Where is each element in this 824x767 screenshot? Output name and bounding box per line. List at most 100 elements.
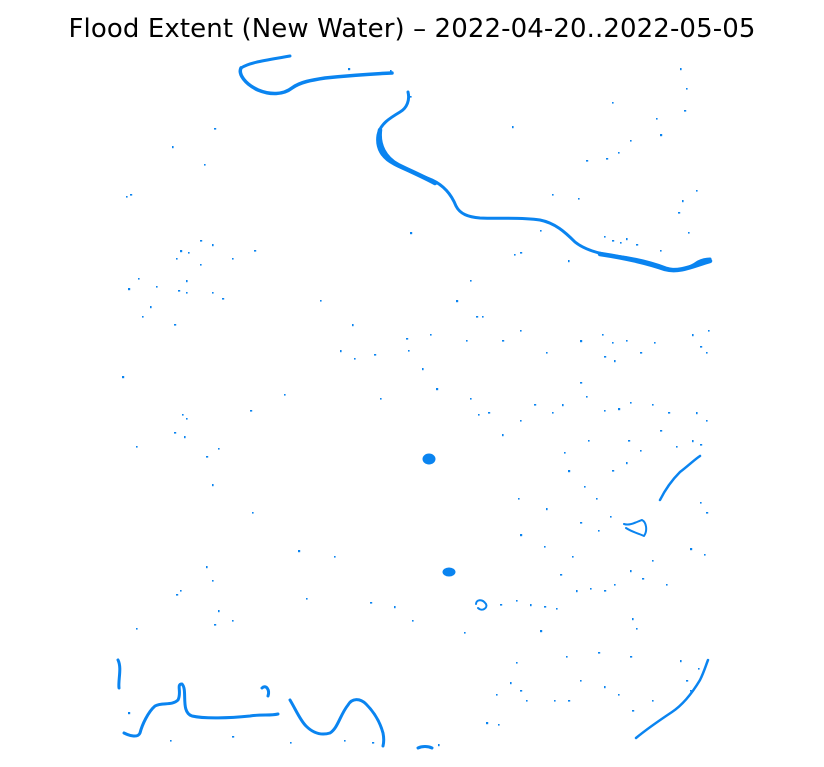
- water-pixel: [172, 146, 174, 149]
- water-pixel: [628, 440, 631, 442]
- water-pixel: [222, 298, 225, 300]
- water-pixel: [464, 632, 466, 634]
- water-pixel: [604, 686, 606, 689]
- water-pixel: [254, 250, 257, 252]
- water-pixel: [612, 240, 615, 242]
- water-pixel: [578, 198, 580, 200]
- water-pixel: [612, 102, 614, 104]
- water-pixel: [700, 444, 703, 446]
- water-pixel: [576, 590, 578, 593]
- water-pixel: [340, 350, 342, 353]
- water-pixel: [580, 340, 583, 343]
- water-pixel: [174, 432, 177, 434]
- water-pixel: [586, 396, 588, 398]
- water-pixel: [156, 286, 158, 288]
- water-pixel: [476, 316, 479, 318]
- water-pixel: [284, 394, 286, 396]
- water-body-east-cluster: [623, 519, 648, 537]
- water-pixel: [130, 194, 133, 196]
- water-pixel: [568, 260, 570, 263]
- water-pixel: [612, 470, 615, 472]
- water-pixel: [564, 452, 566, 454]
- water-pixel: [200, 264, 202, 266]
- water-pixel: [604, 590, 607, 592]
- water-pixel: [626, 462, 628, 465]
- water-pixel: [176, 258, 178, 260]
- water-pixel: [696, 190, 698, 192]
- water-pixel: [560, 574, 563, 576]
- water-pixel: [520, 330, 522, 332]
- water-pixel: [252, 512, 254, 514]
- water-pixel: [688, 232, 690, 234]
- water-pixel: [520, 252, 523, 254]
- water-pixel: [690, 548, 693, 551]
- water-pixel: [232, 736, 235, 738]
- water-pixel: [186, 292, 188, 294]
- water-pixel: [128, 288, 131, 291]
- water-pixel: [598, 652, 601, 654]
- water-pixel: [456, 300, 459, 303]
- water-pixel: [206, 456, 209, 458]
- water-pixel: [698, 668, 700, 670]
- water-pixel: [656, 118, 658, 120]
- water-pixel: [122, 376, 125, 379]
- water-pixel: [678, 212, 681, 214]
- water-pixel: [540, 630, 543, 633]
- water-pixel: [534, 404, 537, 406]
- water-pixel: [232, 620, 234, 622]
- water-pixel: [640, 450, 642, 452]
- water-pixel: [218, 610, 220, 613]
- water-pixel: [706, 420, 708, 422]
- water-pixel: [602, 334, 604, 336]
- water-pixel: [526, 700, 528, 702]
- water-pixel: [652, 560, 654, 562]
- water-pixel: [700, 502, 702, 504]
- water-pixel: [370, 602, 373, 604]
- water-pixel: [588, 440, 590, 442]
- water-pixel: [618, 152, 620, 154]
- water-pixel: [290, 742, 292, 744]
- water-pixel: [614, 360, 616, 363]
- river-south-east: [634, 658, 710, 740]
- water-pixel: [654, 342, 656, 344]
- water-pixel: [520, 534, 523, 537]
- river-main-channel: [238, 66, 394, 96]
- water-body-south: [442, 567, 456, 577]
- water-pixel: [618, 408, 621, 411]
- water-pixel: [380, 398, 382, 400]
- water-pixel: [632, 710, 635, 712]
- water-pixel: [232, 258, 234, 260]
- water-pixel: [660, 430, 663, 432]
- water-pixel: [520, 690, 523, 692]
- water-pixel: [502, 340, 505, 342]
- water-pixel: [604, 356, 607, 358]
- water-pixel: [544, 606, 547, 608]
- water-pixel: [620, 242, 622, 244]
- water-pixel: [482, 316, 484, 318]
- water-pixel: [568, 470, 571, 473]
- water-pixel: [126, 196, 128, 198]
- water-pixel: [612, 342, 614, 344]
- water-pixel: [496, 694, 498, 696]
- water-pixel: [590, 588, 592, 590]
- water-pixel: [512, 126, 514, 129]
- water-pixel: [660, 134, 663, 137]
- water-pixel: [206, 566, 208, 569]
- water-pixel: [186, 418, 188, 420]
- water-pixel: [466, 340, 468, 342]
- water-pixel: [212, 244, 214, 247]
- water-pixel: [488, 412, 491, 414]
- water-pixel: [614, 584, 616, 586]
- water-pixel: [436, 388, 439, 391]
- water-pixel: [170, 740, 172, 742]
- water-pixel: [636, 244, 639, 246]
- water-pixel: [572, 556, 574, 558]
- water-pixel: [478, 414, 480, 416]
- water-pixel: [562, 404, 564, 407]
- water-pixel: [630, 656, 633, 658]
- water-pixel: [618, 694, 620, 696]
- water-pixel: [214, 624, 217, 626]
- water-pixel: [422, 368, 424, 371]
- water-pixel: [180, 590, 182, 592]
